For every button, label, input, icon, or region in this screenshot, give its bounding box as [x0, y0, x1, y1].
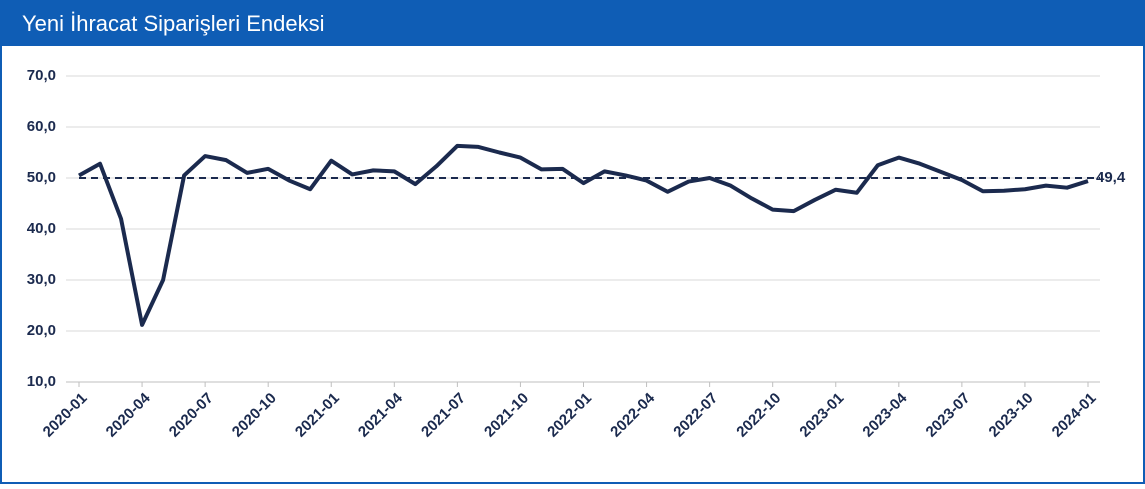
value-label: 49,4 — [1096, 169, 1126, 186]
y-tick-label: 50,0 — [27, 169, 56, 186]
y-tick-label: 30,0 — [27, 271, 56, 288]
y-tick-label: 60,0 — [27, 118, 56, 135]
y-tick-label: 70,0 — [27, 67, 56, 84]
line — [78, 143, 1089, 327]
y-tick-label: 20,0 — [27, 322, 56, 339]
y-tick-label: 10,0 — [27, 373, 56, 390]
header — [0, 0, 1145, 46]
chart-title: Yeni İhracat Siparişleri Endeksi — [22, 11, 324, 36]
y-tick-label: 40,0 — [27, 220, 56, 237]
